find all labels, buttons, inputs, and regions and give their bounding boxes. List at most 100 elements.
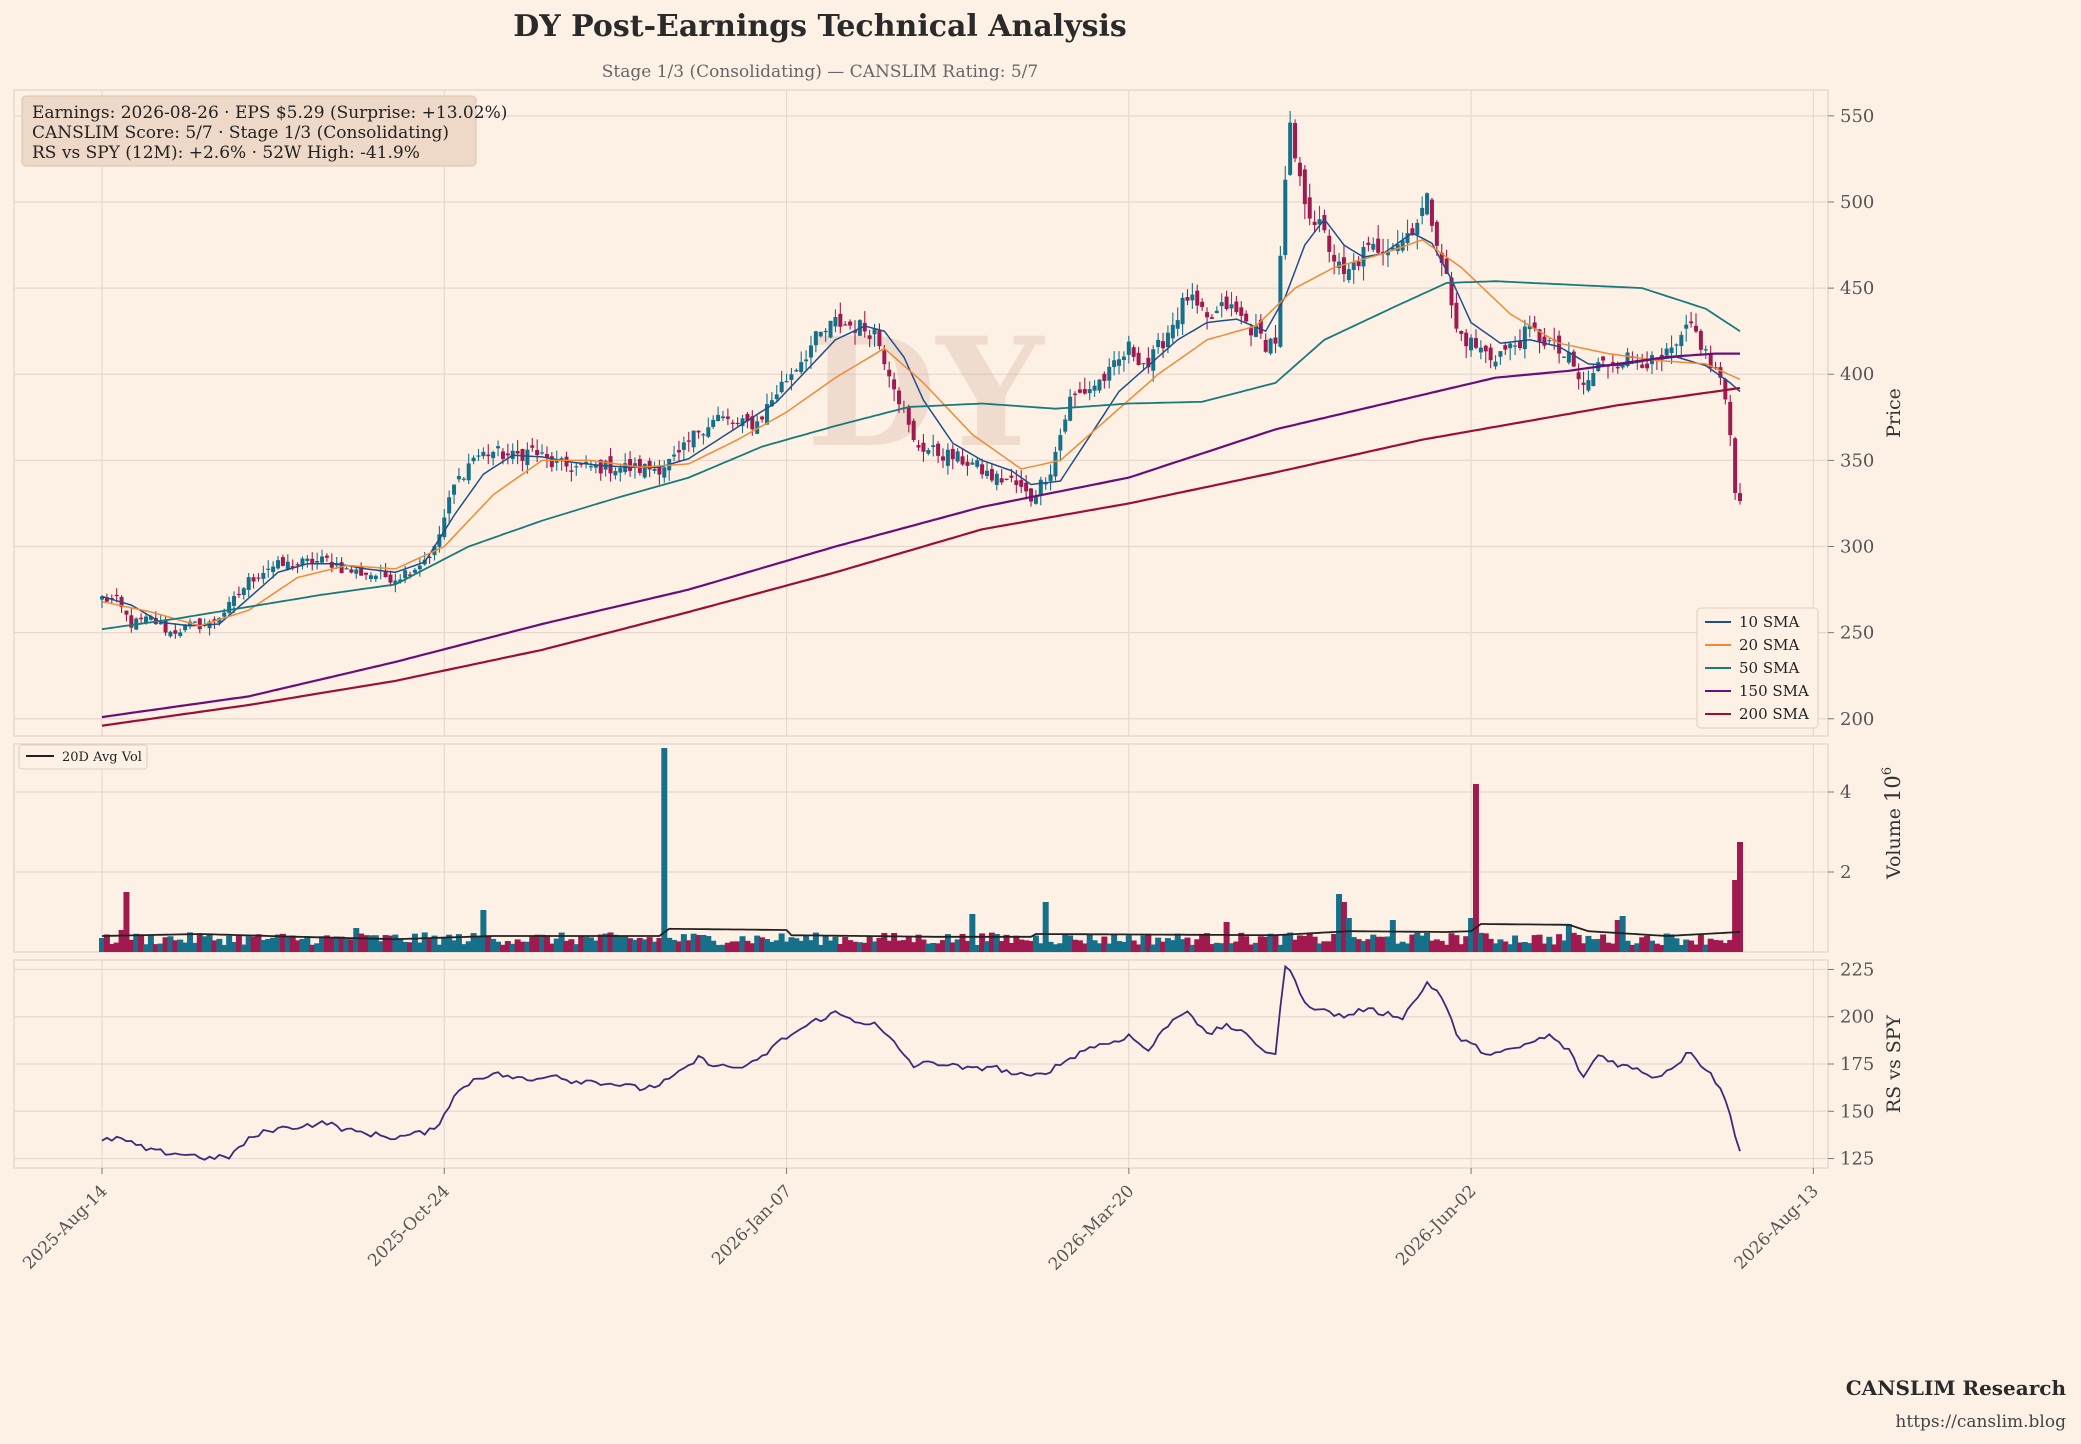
candle-body <box>764 404 769 425</box>
candle-body <box>1219 302 1224 307</box>
volume-bar <box>807 940 814 952</box>
candle-body <box>652 468 657 471</box>
candle-body <box>549 456 554 468</box>
candle-body <box>569 470 574 472</box>
volume-bar <box>103 934 110 952</box>
volume-bar <box>1164 938 1171 952</box>
volume-bar <box>455 934 462 952</box>
volume-bar <box>1081 943 1088 952</box>
volume-bar <box>524 941 531 952</box>
legend-label: 10 SMA <box>1739 613 1799 631</box>
candle-body <box>1161 341 1166 349</box>
price-legend: 10 SMA 20 SMA 50 SMA 150 SMA 200 SMA <box>1696 607 1819 729</box>
volume-bar <box>485 935 492 952</box>
candle-body <box>447 497 452 514</box>
candle-body <box>241 588 246 596</box>
candle-body <box>173 630 178 634</box>
volume-bar <box>1306 933 1313 952</box>
sma-line-50 <box>101 280 1741 631</box>
volume-bar <box>1360 941 1367 952</box>
candle-body <box>1645 363 1650 369</box>
candle-body <box>1410 228 1415 236</box>
volume-bar <box>1575 934 1582 952</box>
volume-bar <box>558 932 565 952</box>
x-tick-label: 2025-Aug-14 <box>19 1181 111 1273</box>
volume-bar <box>964 940 971 952</box>
candle-body <box>500 451 505 459</box>
candle-body <box>848 321 853 326</box>
candle-body <box>1679 334 1684 347</box>
volume-bar <box>1062 934 1069 952</box>
candle-body <box>461 478 466 480</box>
volume-bar <box>1257 936 1264 952</box>
volume-bar <box>1316 943 1323 952</box>
candle-body <box>408 574 413 576</box>
candle-body <box>217 617 222 623</box>
candle-body <box>349 569 354 573</box>
candle-body <box>1293 122 1298 159</box>
candle-body <box>1209 317 1214 319</box>
candle-body <box>970 462 975 465</box>
volume-bar <box>509 943 516 952</box>
candle-body <box>1165 332 1170 348</box>
volume-bar <box>935 943 942 952</box>
candle-body <box>1258 319 1263 334</box>
candle-body <box>1180 297 1185 325</box>
volume-bar <box>1600 934 1607 952</box>
sma-line-200 <box>101 386 1741 727</box>
volume-bar <box>695 934 702 952</box>
volume-bar <box>915 934 922 952</box>
candle-body <box>310 558 315 565</box>
candle-body <box>466 463 471 481</box>
candle-body <box>1126 341 1131 355</box>
candle-body <box>1366 242 1371 245</box>
volume-bar <box>1580 943 1587 952</box>
candle-body <box>129 615 134 628</box>
candle-body <box>1498 351 1503 357</box>
volume-bar <box>143 944 150 952</box>
candle-body <box>1566 352 1571 363</box>
legend-label: 150 SMA <box>1739 682 1809 700</box>
volume-bar <box>959 933 966 952</box>
volume-bar <box>289 935 296 952</box>
volume-bar <box>719 944 726 952</box>
volume-bar <box>416 942 423 952</box>
volume-bar <box>1516 942 1523 952</box>
candle-body <box>290 566 295 568</box>
volume-bar <box>1277 944 1284 952</box>
volume-bar <box>275 934 282 952</box>
chart-subtitle: Stage 1/3 (Consolidating) — CANSLIM Rati… <box>602 62 1038 82</box>
volume-bar <box>470 933 477 952</box>
candle-body <box>1522 326 1527 350</box>
candle-body <box>1322 215 1327 231</box>
volume-bar <box>328 937 335 952</box>
volume-bar <box>1570 932 1577 952</box>
volume-bar <box>1218 943 1225 952</box>
candle-body <box>491 451 496 459</box>
candle-body <box>1547 340 1552 342</box>
candle-body <box>1459 330 1464 334</box>
candle-body <box>1053 451 1058 477</box>
candle-body <box>364 572 369 575</box>
volume-bar <box>411 933 418 952</box>
volume-bar <box>441 936 448 952</box>
volume-bar <box>1018 939 1025 952</box>
volume-bar <box>1174 933 1181 952</box>
candle-body <box>637 459 642 473</box>
volume-bar <box>1399 941 1406 952</box>
candle-body <box>1478 347 1483 353</box>
volume-bar <box>944 934 951 952</box>
candle-body <box>808 345 813 358</box>
volume-bar <box>671 939 678 952</box>
volume-bar <box>348 939 355 952</box>
volume-bar <box>1140 935 1147 952</box>
volume-bar <box>1468 918 1475 952</box>
candle-body <box>1151 349 1156 371</box>
volume-bar <box>206 934 213 952</box>
candle-body <box>745 413 750 422</box>
volume-bar <box>1223 922 1230 952</box>
volume-bar <box>221 944 228 952</box>
volume-bar <box>1331 933 1338 952</box>
candle-body <box>354 569 359 574</box>
volume-bar <box>998 941 1005 952</box>
